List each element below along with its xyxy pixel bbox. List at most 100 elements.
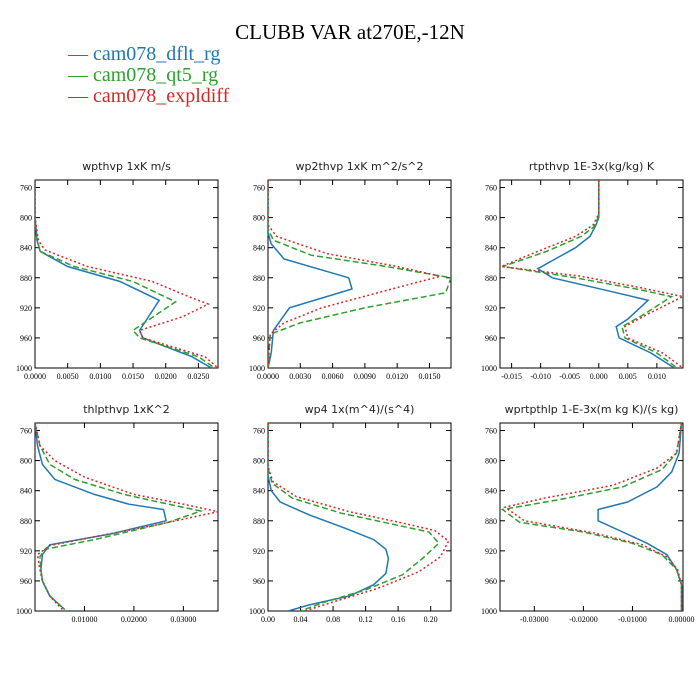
x-tick-label: -0.03000: [520, 615, 549, 624]
y-tick-label: 1000: [481, 607, 497, 616]
plot-frame: [34, 422, 219, 612]
x-tick-label: 0.0120: [386, 372, 408, 381]
panel-2: wp2thvp 1xK m^2/s^2 760 800 840 880 920 960 100…: [249, 160, 452, 381]
x-tick-label: 0.03000: [170, 615, 196, 624]
x-tick-label: 0.0060: [322, 372, 344, 381]
legend: — cam078_dflt_rg — cam078_qt5_rg — cam07…: [68, 44, 229, 107]
y-tick-label: 960: [485, 334, 497, 343]
y-tick-label: 880: [20, 274, 32, 283]
y-tick-label: 880: [485, 274, 497, 283]
y-tick-label: 1000: [16, 607, 32, 616]
series-line-3: [268, 423, 450, 611]
x-tick-label: 0.20: [424, 615, 438, 624]
series-line-2: [500, 423, 683, 611]
x-tick-label: 0.0030: [289, 372, 311, 381]
panel-3: rtpthvp 1E-3x(kg/kg) K 760 800 840 880 920 960…: [481, 160, 684, 381]
y-tick-label: 1000: [481, 364, 497, 373]
panel-title: wp4 1x(m^4)/(s^4): [305, 403, 415, 416]
y-tick-label: 760: [20, 184, 32, 193]
y-tick-label: 920: [20, 547, 32, 556]
x-tick-label: 0.0250: [187, 372, 209, 381]
y-tick-label: 760: [20, 427, 32, 436]
y-tick-label: 800: [253, 214, 265, 223]
series-line-2: [35, 423, 204, 611]
x-tick-label: 0.02000: [121, 615, 147, 624]
x-tick-label: 0.16: [391, 615, 405, 624]
series-line-2: [268, 180, 451, 368]
x-tick-label: 0.01000: [71, 615, 97, 624]
x-tick-label: 0.0100: [89, 372, 111, 381]
y-tick-label: 760: [253, 184, 265, 193]
panel-title: wpthvp 1xK m/s: [82, 160, 171, 173]
series-line-2: [35, 180, 216, 368]
x-tick-label: 0.0150: [122, 372, 144, 381]
x-tick-label: -0.02000: [569, 615, 598, 624]
x-tick-label: 0.0000: [257, 372, 279, 381]
plot-frame: [499, 179, 684, 369]
y-tick-label: 760: [485, 427, 497, 436]
y-tick-label: 880: [253, 274, 265, 283]
series-line-2: [502, 180, 678, 368]
series-line-3: [500, 180, 683, 368]
panel-title: wp2thvp 1xK m^2/s^2: [295, 160, 423, 173]
legend-label: cam078_qt5_rg: [93, 64, 219, 86]
y-tick-label: 960: [485, 577, 497, 586]
y-tick-label: 840: [253, 487, 265, 496]
y-tick-label: 960: [20, 577, 32, 586]
series-line-2: [268, 423, 440, 611]
series-line-3: [35, 423, 218, 611]
x-tick-label: 0.00000: [669, 615, 695, 624]
y-tick-label: 1000: [16, 364, 32, 373]
legend-item-dflt: — cam078_dflt_rg: [68, 43, 221, 65]
panel-4: thlpthvp 1xK^2 760 800 840 880 920 960 1000 0.01…: [16, 403, 219, 624]
x-tick-label: 0.0000: [24, 372, 46, 381]
y-tick-label: 880: [20, 517, 32, 526]
y-tick-label: 840: [20, 487, 32, 496]
y-tick-label: 880: [253, 517, 265, 526]
figure-title: CLUBB VAR at270E,-12N: [235, 20, 465, 44]
y-tick-label: 840: [485, 244, 497, 253]
y-tick-label: 1000: [249, 607, 265, 616]
y-tick-label: 960: [253, 334, 265, 343]
legend-item-expldiff: — cam078_expldiff: [68, 85, 230, 107]
y-tick-label: 800: [485, 214, 497, 223]
y-tick-label: 920: [20, 304, 32, 313]
y-tick-label: 920: [485, 304, 497, 313]
series-line-3: [35, 180, 218, 368]
x-tick-label: -0.01000: [618, 615, 647, 624]
series-line-1: [268, 423, 390, 611]
x-tick-label: 0.0050: [57, 372, 79, 381]
legend-item-qt5: — cam078_qt5_rg: [68, 64, 219, 86]
series-line-1: [35, 423, 167, 611]
plot-frame: [499, 422, 684, 612]
y-tick-label: 960: [253, 577, 265, 586]
x-tick-label: -0.010: [530, 372, 551, 381]
y-tick-label: 920: [253, 547, 265, 556]
x-tick-label: -0.015: [501, 372, 522, 381]
y-tick-label: 880: [485, 517, 497, 526]
x-tick-label: 0.08: [326, 615, 340, 624]
y-tick-label: 800: [253, 457, 265, 466]
y-tick-label: 800: [20, 214, 32, 223]
series-line-1: [536, 180, 675, 368]
x-tick-label: 0.010: [648, 372, 666, 381]
y-tick-label: 800: [20, 457, 32, 466]
x-tick-label: 0.000: [590, 372, 608, 381]
x-tick-label: 0.0200: [155, 372, 177, 381]
x-tick-label: 0.04: [294, 615, 308, 624]
panel-title: rtpthvp 1E-3x(kg/kg) K: [529, 160, 655, 173]
series-line-1: [597, 423, 683, 611]
x-tick-label: -0.005: [559, 372, 580, 381]
panel-6: wprtpthlp 1-E-3x(m kg K)/(s kg) 760 800 840…: [481, 403, 695, 624]
series-line-3: [503, 423, 683, 611]
y-tick-label: 920: [485, 547, 497, 556]
y-tick-label: 840: [20, 244, 32, 253]
plot-frame: [267, 422, 452, 612]
y-tick-label: 960: [20, 334, 32, 343]
plot-frame: [34, 179, 219, 369]
y-tick-label: 760: [253, 427, 265, 436]
y-tick-label: 1000: [249, 364, 265, 373]
y-tick-label: 840: [485, 487, 497, 496]
y-tick-label: 760: [485, 184, 497, 193]
